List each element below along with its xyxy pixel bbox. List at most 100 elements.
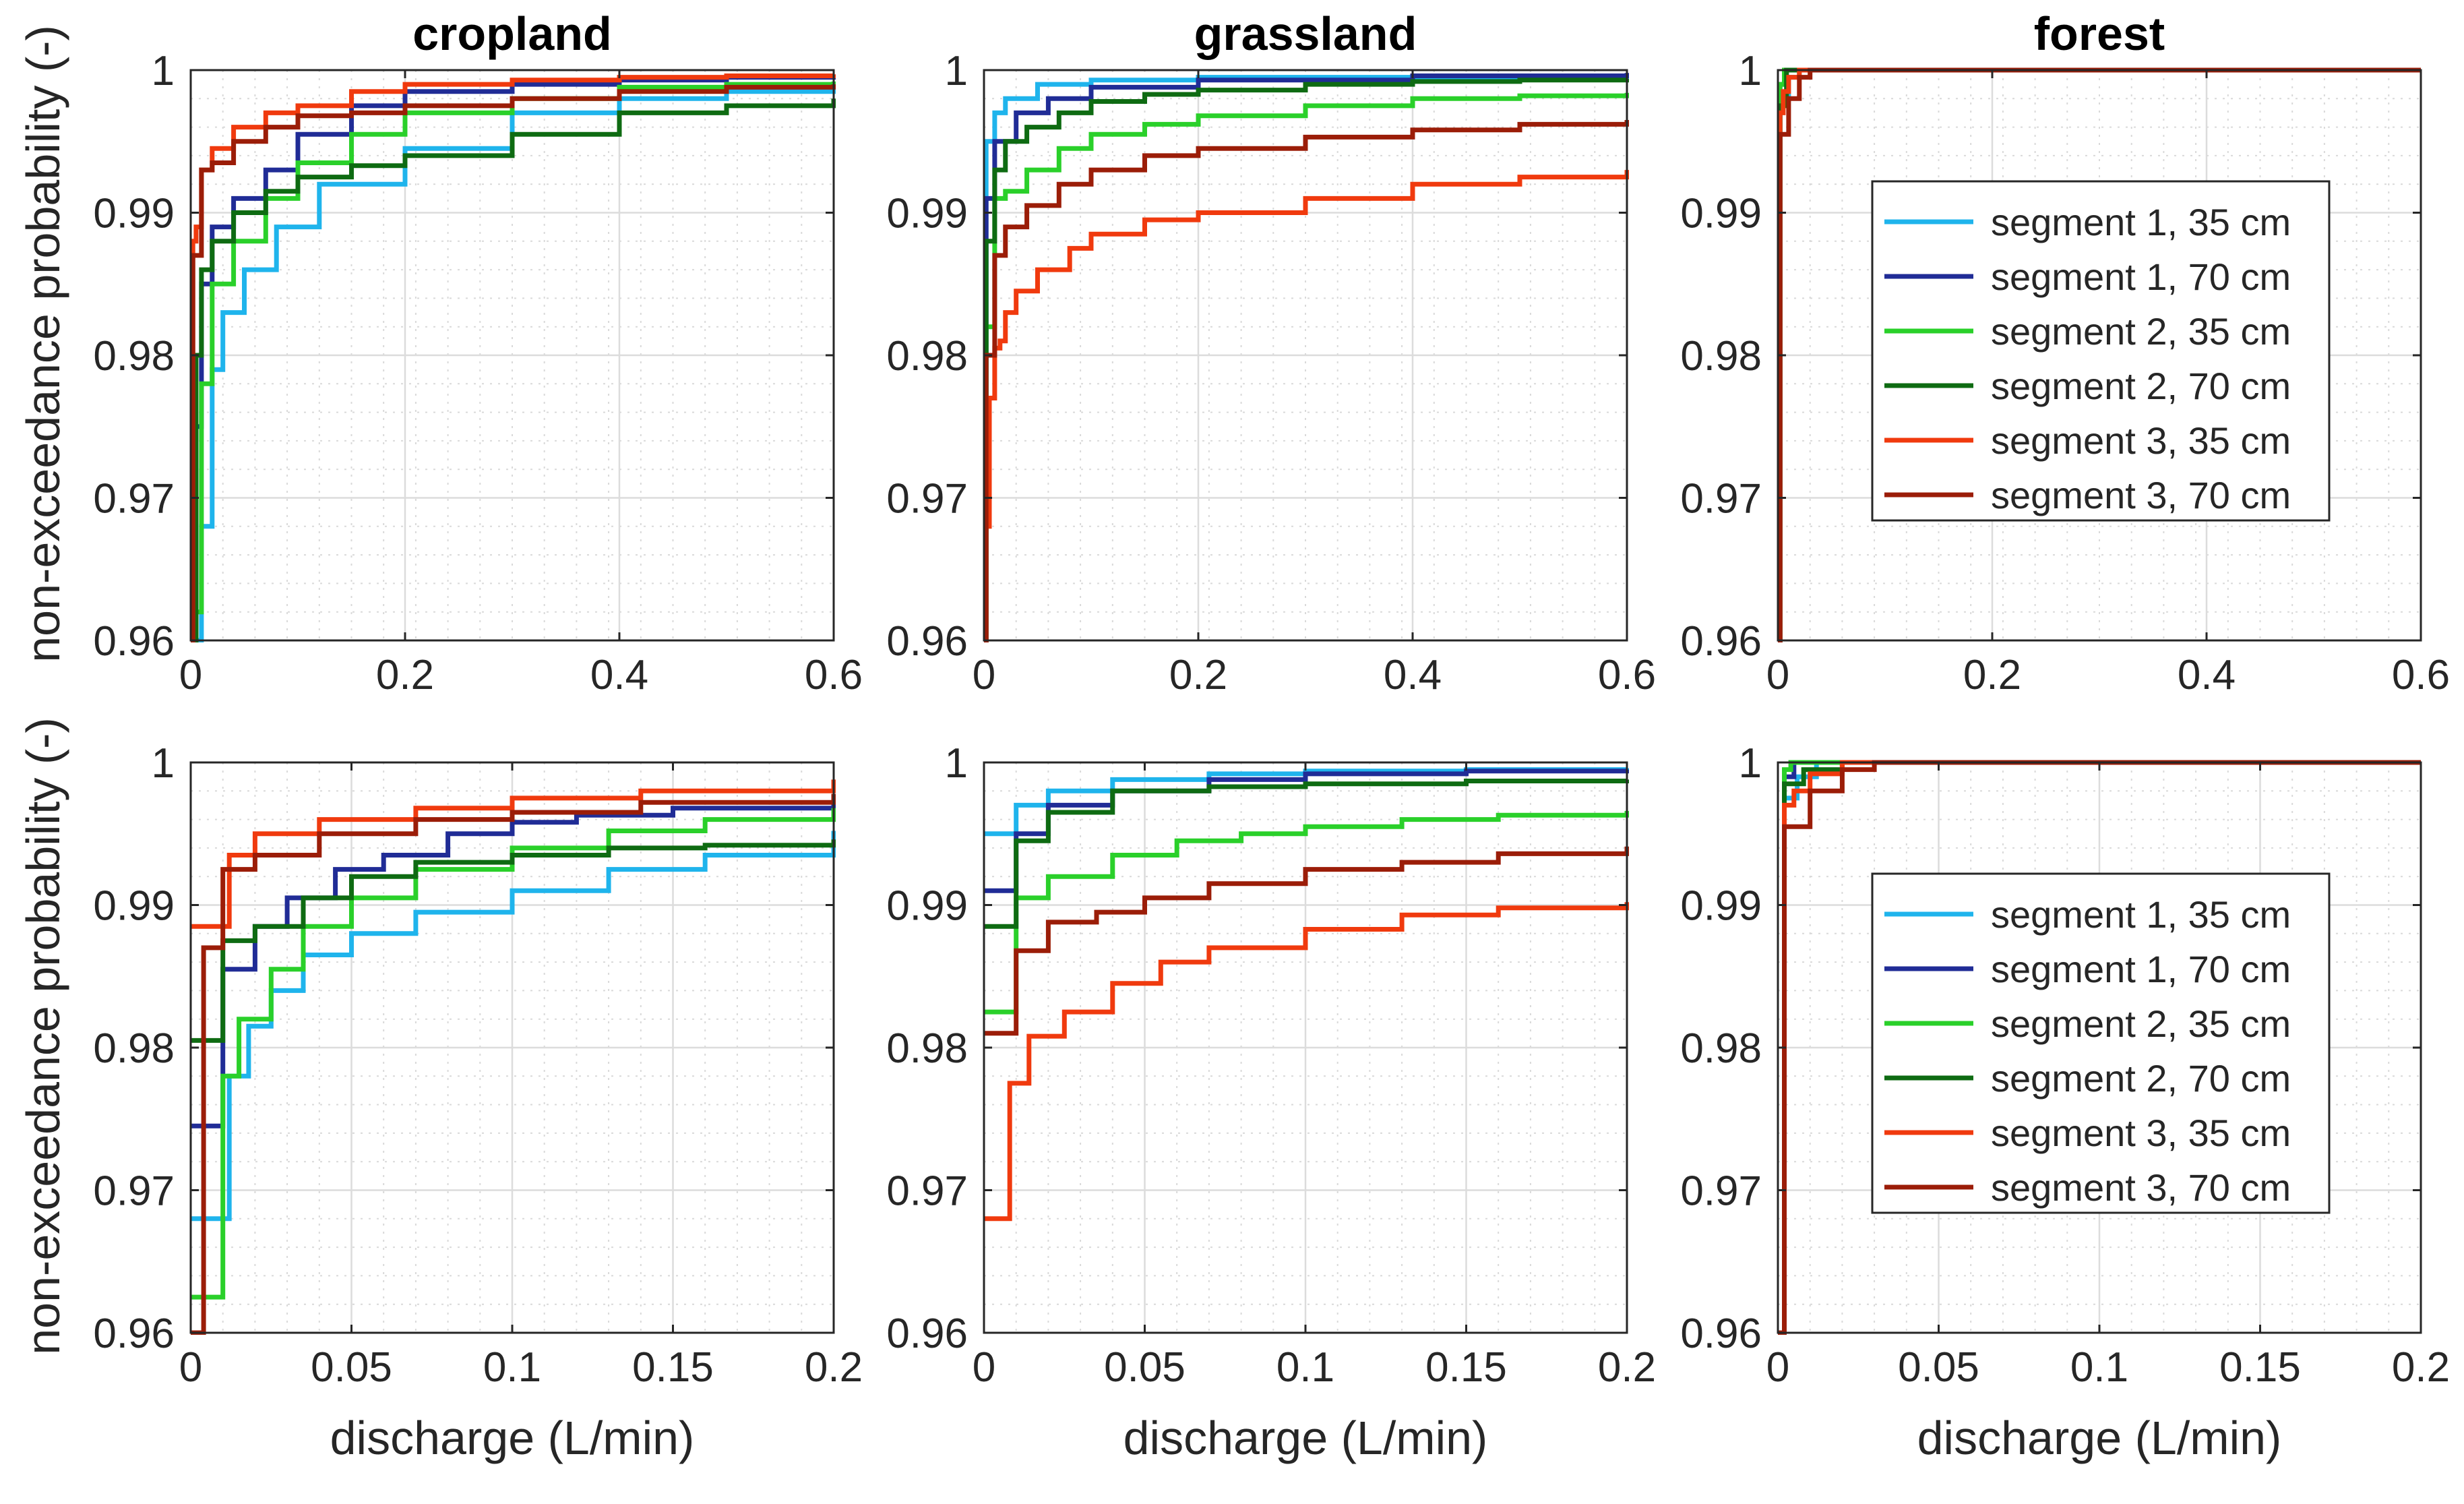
y-tick-label: 1	[945, 740, 968, 787]
y-axis-label-top: non-exceedance probability (-)	[17, 25, 69, 663]
x-tick-label: 0.6	[805, 652, 863, 698]
series-line-segment-1-35-cm	[191, 84, 836, 642]
y-tick-label: 1	[152, 48, 175, 94]
x-tick-label: 0.2	[2392, 1344, 2450, 1391]
x-tick-label: 0	[179, 652, 202, 698]
x-axis-label: discharge (L/min)	[330, 1412, 695, 1464]
x-tick-label: 0.4	[590, 652, 648, 698]
x-tick-label: 0.05	[1104, 1344, 1185, 1391]
series-line-segment-2-70-cm	[191, 839, 836, 1043]
x-tick-label: 0	[973, 1344, 995, 1391]
legend-label-segment-3-35-cm: segment 3, 35 cm	[1991, 1112, 2291, 1154]
y-axis-label-bottom: non-exceedance probability (-)	[17, 717, 69, 1355]
series-line-segment-2-70-cm	[191, 98, 836, 642]
legend-label-segment-1-35-cm: segment 1, 35 cm	[1991, 201, 2291, 243]
y-tick-label: 0.96	[886, 1311, 968, 1357]
series-line-segment-2-35-cm	[191, 81, 836, 642]
x-tick-label: 0.1	[483, 1344, 541, 1391]
legend: segment 1, 35 cm segment 1, 70 cm segment …	[1871, 872, 2331, 1214]
x-tick-label: 0	[1766, 652, 1789, 698]
y-tick-label: 0.96	[93, 618, 175, 665]
legend-label-segment-3-70-cm: segment 3, 70 cm	[1991, 1166, 2291, 1209]
legend-label-segment-3-35-cm: segment 3, 35 cm	[1991, 419, 2291, 462]
legend-label-segment-1-70-cm: segment 1, 70 cm	[1991, 255, 2291, 298]
series-line-segment-3-35-cm	[983, 170, 1629, 642]
legend-label-segment-1-70-cm: segment 1, 70 cm	[1991, 948, 2291, 990]
x-tick-label: 0.4	[2178, 652, 2236, 698]
x-tick-label: 0.1	[2070, 1344, 2128, 1391]
y-tick-label: 0.97	[1680, 476, 1762, 522]
legend-label-segment-2-35-cm: segment 2, 35 cm	[1991, 310, 2291, 353]
legend-label-segment-2-70-cm: segment 2, 70 cm	[1991, 1057, 2291, 1100]
series-line-segment-3-70-cm	[1777, 67, 2421, 642]
x-tick-label: 0.05	[311, 1344, 392, 1391]
x-tick-label: 0	[1766, 1344, 1789, 1391]
panel-row1-col2: 0 0.05 0.1 0.15 0.2 0.96 0.97 0.98 0.99 1 discharg…	[1680, 740, 2450, 1464]
legend: segment 1, 35 cm segment 1, 70 cm segment …	[1871, 180, 2331, 522]
series-line-segment-2-35-cm	[191, 808, 836, 1300]
y-tick-label: 0.98	[1680, 1025, 1762, 1072]
legend-box	[1871, 872, 2331, 1214]
y-tick-label: 0.97	[93, 476, 175, 522]
legend-box	[1871, 180, 2331, 522]
series-line-segment-3-70-cm	[984, 846, 1629, 1036]
x-axis-label: discharge (L/min)	[1917, 1412, 2282, 1464]
x-tick-label: 0.15	[2219, 1344, 2301, 1391]
panel-forest: 0 0.2 0.4 0.6 0.96 0.97 0.98 0.99 1 forest segment…	[1680, 7, 2450, 698]
y-tick-label: 0.98	[886, 333, 968, 380]
y-tick-label: 0.98	[1680, 333, 1762, 380]
y-tick-label: 0.96	[1680, 1311, 1762, 1357]
series-line-segment-2-35-cm	[984, 810, 1629, 1015]
series-line-segment-1-70-cm	[983, 73, 1629, 642]
x-tick-label: 0.2	[1598, 1344, 1656, 1391]
series-line-segment-1-70-cm	[191, 798, 836, 1129]
y-tick-label: 0.96	[1680, 618, 1762, 665]
y-tick-label: 0.98	[886, 1025, 968, 1072]
series-line-segment-3-70-cm	[983, 120, 1629, 642]
y-tick-label: 0.99	[1680, 883, 1762, 930]
y-tick-label: 0.97	[886, 1168, 968, 1215]
y-tick-label: 1	[1739, 740, 1762, 787]
y-tick-label: 0.99	[93, 191, 175, 237]
x-axis-label: discharge (L/min)	[1123, 1412, 1488, 1464]
x-tick-label: 0.4	[1384, 652, 1442, 698]
series-line-segment-3-35-cm	[984, 902, 1629, 1222]
panel-title: grassland	[1194, 7, 1417, 60]
x-tick-label: 0	[973, 652, 995, 698]
y-tick-label: 0.99	[93, 883, 175, 930]
series-line-segment-1-35-cm	[983, 75, 1629, 642]
legend-label-segment-2-70-cm: segment 2, 70 cm	[1991, 365, 2291, 407]
x-tick-label: 0	[179, 1344, 202, 1391]
panel-title: forest	[2034, 7, 2165, 60]
y-tick-label: 0.97	[93, 1168, 175, 1215]
y-tick-label: 0.96	[93, 1311, 175, 1357]
panel-cropland: 0 0.2 0.4 0.6 0.96 0.97 0.98 0.99 1 cropland	[93, 7, 863, 698]
series-line-segment-3-70-cm	[1778, 760, 2421, 1335]
y-tick-label: 0.97	[1680, 1168, 1762, 1215]
y-tick-label: 0.97	[886, 476, 968, 522]
x-tick-label: 0.6	[1598, 652, 1656, 698]
legend-label-segment-2-35-cm: segment 2, 35 cm	[1991, 1002, 2291, 1045]
y-tick-label: 0.98	[93, 1025, 175, 1072]
y-tick-label: 0.99	[886, 883, 968, 930]
y-tick-label: 1	[945, 48, 968, 94]
legend-label-segment-3-70-cm: segment 3, 70 cm	[1991, 474, 2291, 516]
x-tick-label: 0.2	[1963, 652, 2021, 698]
series-line-segment-3-35-cm	[191, 779, 836, 929]
y-tick-label: 1	[152, 740, 175, 787]
panel-row1-col0: 0 0.05 0.1 0.15 0.2 0.96 0.97 0.98 0.99 1 discharg…	[93, 740, 863, 1464]
panel-title: cropland	[412, 7, 612, 60]
x-tick-label: 0.15	[632, 1344, 714, 1391]
x-tick-label: 0.1	[1276, 1344, 1334, 1391]
series-line-segment-3-70-cm	[190, 84, 836, 642]
x-tick-label: 0.2	[1169, 652, 1227, 698]
x-tick-label: 0.6	[2392, 652, 2450, 698]
y-tick-label: 0.99	[1680, 191, 1762, 237]
y-tick-label: 1	[1739, 48, 1762, 94]
y-tick-label: 0.99	[886, 191, 968, 237]
x-tick-label: 0.05	[1898, 1344, 1979, 1391]
panel-grassland: 0 0.2 0.4 0.6 0.96 0.97 0.98 0.99 1 grassland	[886, 7, 1656, 698]
x-tick-label: 0.2	[376, 652, 434, 698]
